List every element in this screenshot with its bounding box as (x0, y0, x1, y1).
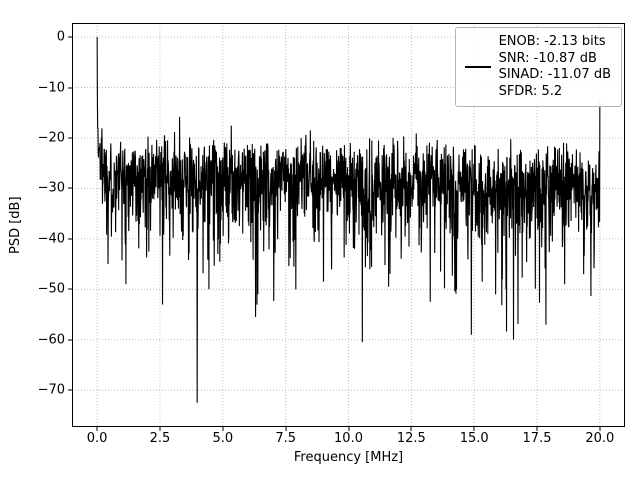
y-tick-mark (68, 238, 72, 240)
y-tick-label: −50 (37, 281, 65, 297)
y-tick-label: −60 (37, 332, 65, 348)
x-tick-mark (536, 427, 538, 431)
y-tick-mark (68, 389, 72, 391)
x-tick-label: 17.5 (522, 431, 552, 446)
y-tick-mark (68, 288, 72, 290)
y-tick-label: 0 (56, 29, 65, 45)
x-tick-mark (410, 427, 412, 431)
y-axis-label: PSD [dB] (8, 196, 23, 254)
x-tick-label: 2.5 (149, 431, 171, 446)
x-tick-label: 15.0 (459, 431, 489, 446)
y-tick-mark (68, 87, 72, 89)
y-tick-mark (68, 137, 72, 139)
y-tick-mark (68, 36, 72, 38)
legend-sfdr: SFDR: 5.2 (498, 83, 563, 99)
plot-area (72, 23, 625, 427)
y-tick-label: −30 (37, 180, 65, 196)
x-tick-label: 20.0 (585, 431, 615, 446)
x-tick-mark (222, 427, 224, 431)
x-axis-label: Frequency [MHz] (293, 450, 404, 465)
legend-snr: SNR: -10.87 dB (498, 50, 597, 66)
plot-canvas (72, 23, 625, 427)
psd-series-line (96, 37, 601, 403)
x-tick-mark (348, 427, 349, 431)
x-tick-mark (599, 427, 601, 431)
y-tick-label: −10 (37, 80, 65, 96)
x-tick-label: 10.0 (334, 431, 363, 446)
y-tick-mark (68, 187, 72, 189)
y-tick-label: −40 (37, 231, 65, 247)
x-tick-mark (96, 427, 98, 431)
y-tick-label: −20 (37, 130, 65, 146)
x-tick-mark (285, 427, 287, 431)
x-tick-label: 5.0 (212, 431, 234, 446)
legend: ENOB: -2.13 bits SNR: -10.87 dB SINAD: -… (454, 27, 622, 107)
legend-line-sample-icon (464, 66, 491, 68)
x-tick-label: 12.5 (396, 431, 426, 446)
x-tick-mark (159, 427, 161, 431)
legend-sinad: SINAD: -11.07 dB (498, 67, 611, 82)
x-tick-label: 7.5 (275, 431, 296, 446)
x-tick-label: 0.0 (86, 431, 108, 446)
y-tick-mark (68, 339, 72, 341)
legend-enob: ENOB: -2.13 bits (498, 34, 606, 49)
y-tick-label: −70 (37, 382, 65, 398)
x-tick-mark (473, 427, 475, 431)
axes-spines (72, 23, 625, 427)
legend-text-block: ENOB: -2.13 bits SNR: -10.87 dB SINAD: -… (499, 34, 611, 100)
